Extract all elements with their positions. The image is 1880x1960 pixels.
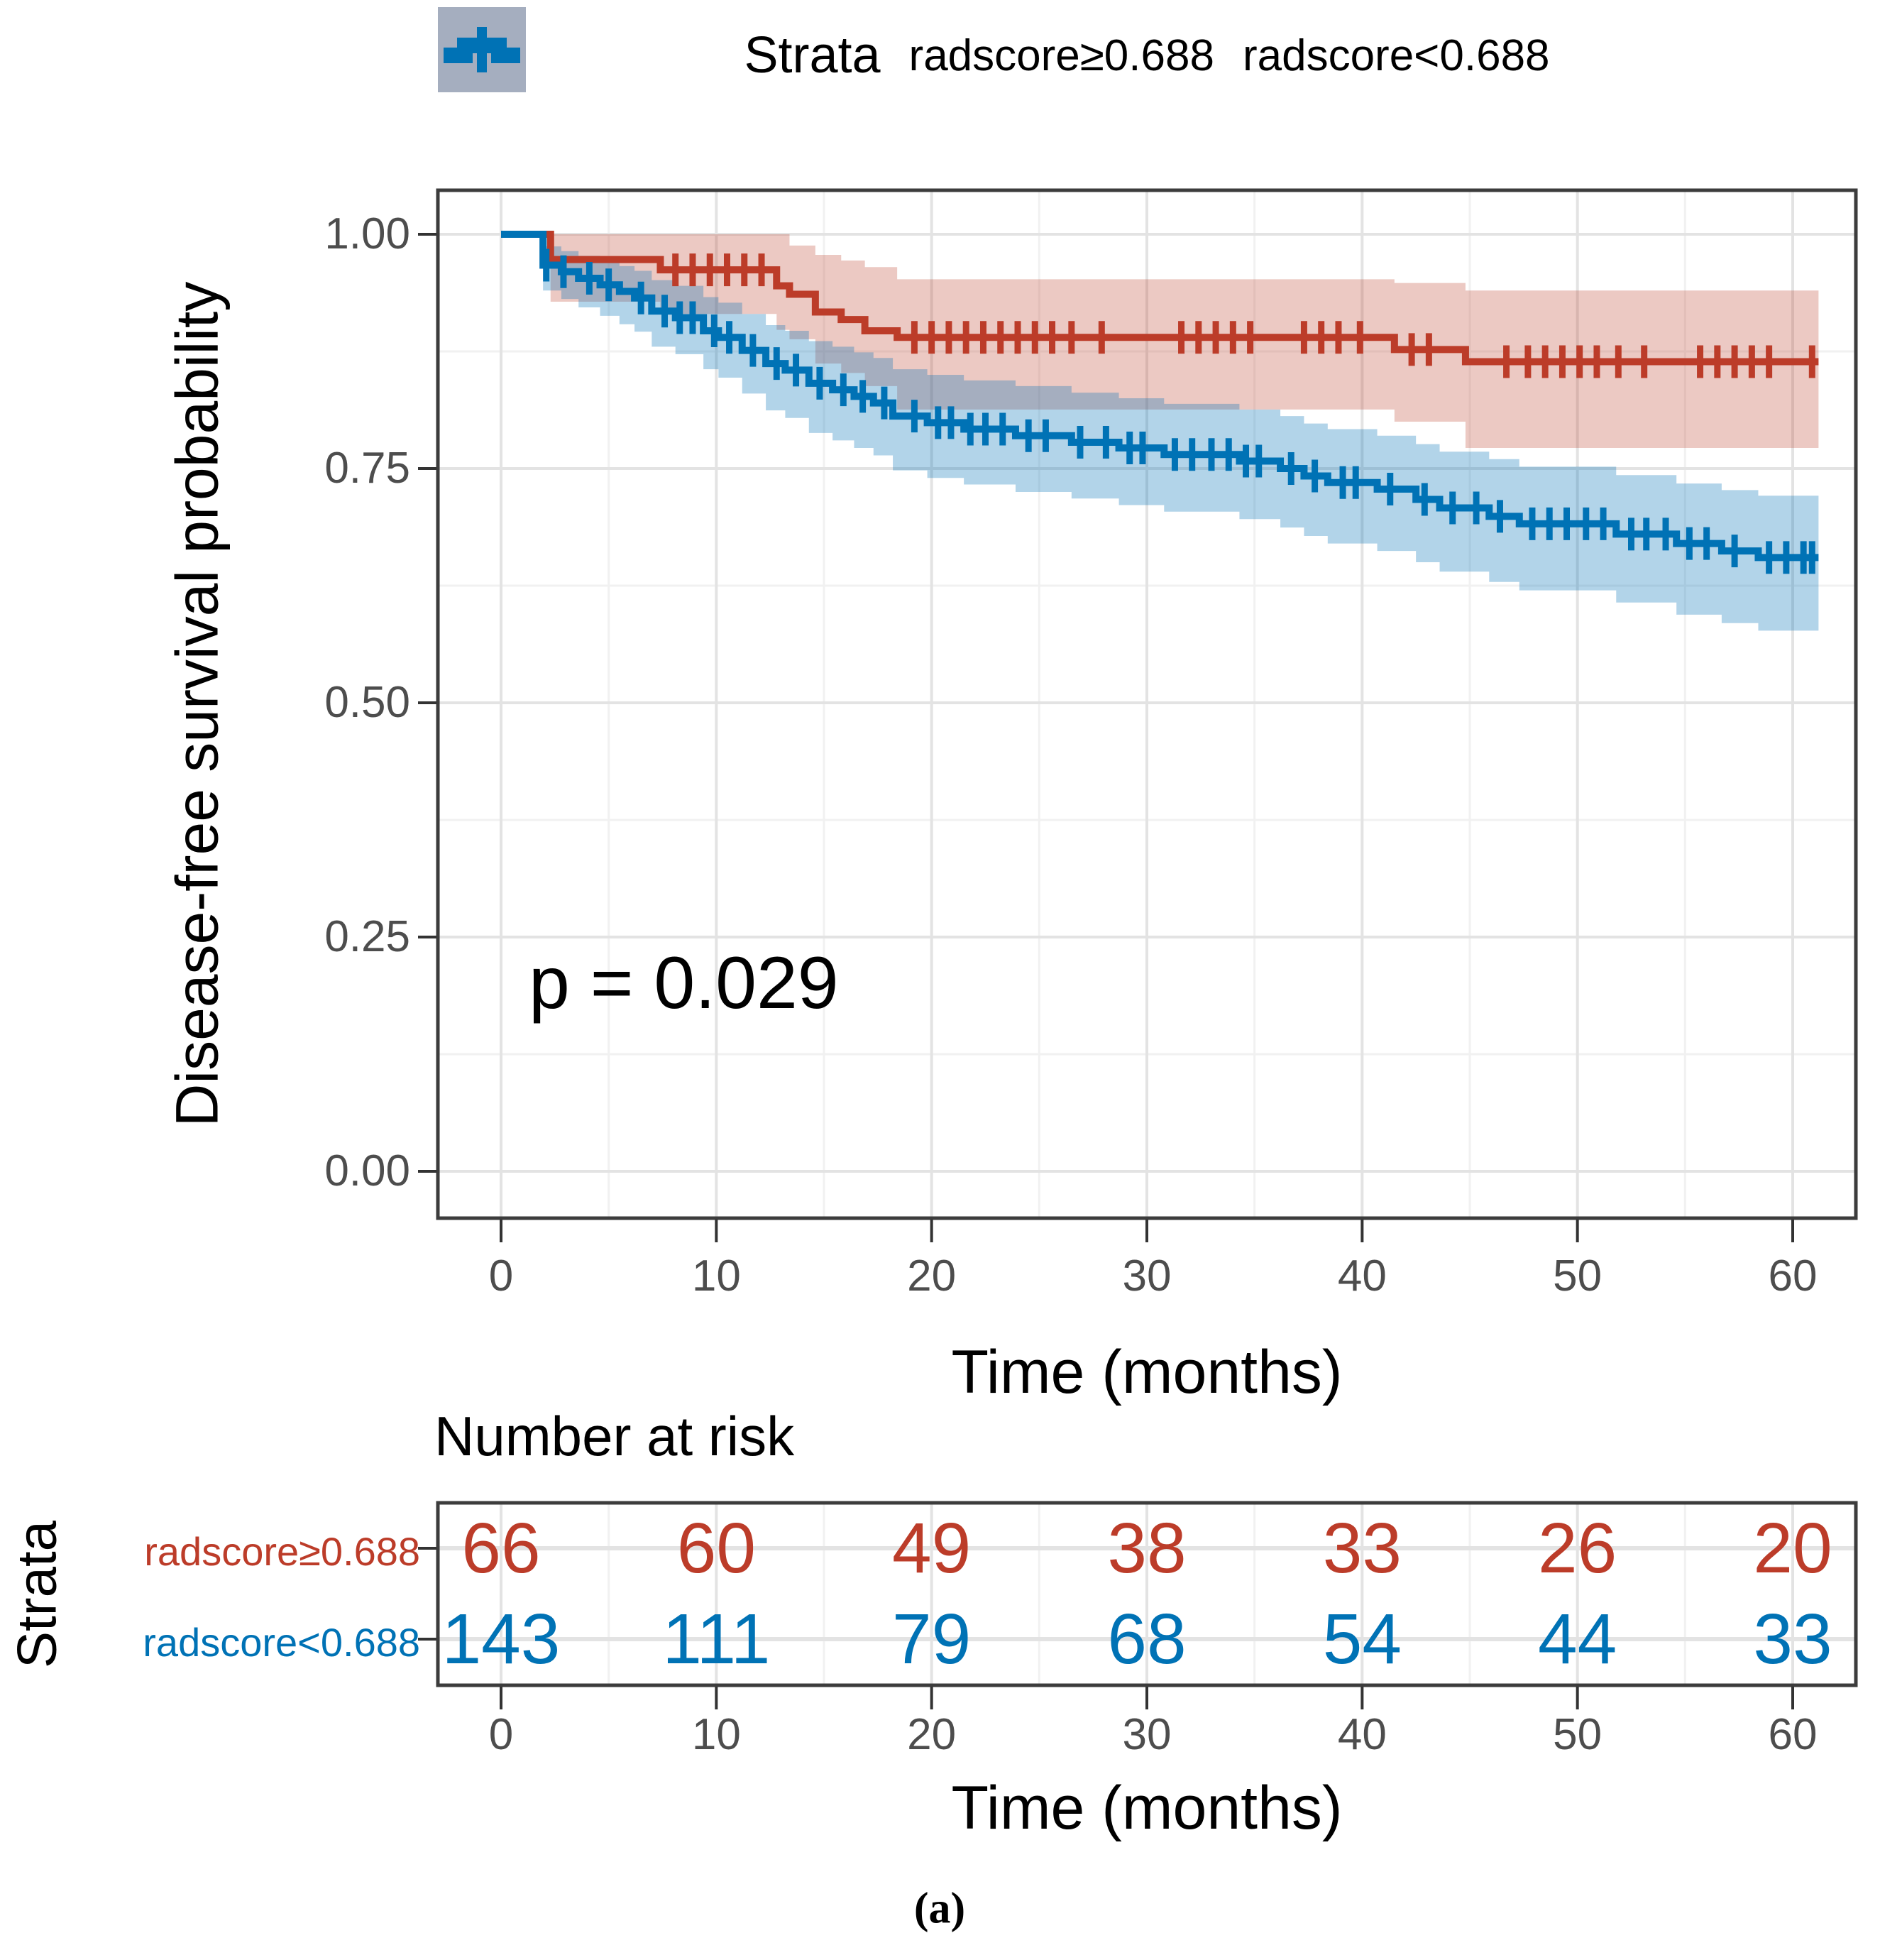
risk-x-tick-label: 30 [1122, 1710, 1172, 1759]
x-tick-label: 50 [1553, 1252, 1603, 1301]
y-tick-label: 0.75 [324, 444, 410, 493]
risk-count: 54 [1322, 1599, 1402, 1679]
risk-row-label-radscore-high: radscore≥0.688 [144, 1529, 420, 1574]
legend-item-radscore-high: radscore≥0.688 [438, 7, 1214, 92]
y-axis-title: Disease-free survival probability [163, 281, 231, 1127]
risk-count: 68 [1107, 1599, 1187, 1679]
y-tick-label: 0.00 [324, 1146, 410, 1195]
legend-label-radscore-low: radscore<0.688 [1242, 31, 1550, 80]
risk-count: 38 [1107, 1509, 1187, 1588]
y-tick-label: 0.50 [324, 678, 410, 727]
risk-x-tick-label: 50 [1553, 1710, 1603, 1759]
x-tick-label: 10 [691, 1252, 741, 1301]
risk-count: 79 [892, 1599, 972, 1679]
legend-title: Strata [744, 27, 881, 84]
risk-x-tick-label: 10 [691, 1710, 741, 1759]
x-tick-label: 30 [1122, 1252, 1172, 1301]
risk-count: 49 [892, 1509, 972, 1588]
risk-table-title: Number at risk [434, 1405, 795, 1467]
y-tick-label: 1.00 [324, 209, 410, 258]
x-axis-title: Time (months) [951, 1338, 1343, 1406]
risk-x-tick-label: 20 [907, 1710, 957, 1759]
risk-row-label-radscore-low: radscore<0.688 [143, 1620, 420, 1665]
risk-x-tick-label: 0 [488, 1710, 514, 1759]
x-tick-label: 60 [1768, 1252, 1818, 1301]
risk-count: 33 [1322, 1509, 1402, 1588]
x-tick-label: 0 [488, 1252, 514, 1301]
risk-table-x-axis-title: Time (months) [951, 1774, 1343, 1842]
km-curve-key-icon [438, 7, 526, 92]
legend: Strata radscore≥0.688 radscore<0.688 [438, 7, 1856, 104]
figure-caption: (a) [913, 1884, 966, 1933]
y-tick-label: 0.25 [324, 912, 410, 961]
risk-count: 33 [1753, 1599, 1832, 1679]
x-tick-label: 40 [1337, 1252, 1387, 1301]
risk-count: 44 [1538, 1599, 1617, 1679]
x-tick-label: 20 [907, 1252, 957, 1301]
confidence-ribbon [501, 234, 1819, 631]
km-step-curve [501, 231, 1819, 366]
p-value-annotation: p = 0.029 [529, 942, 839, 1024]
risk-x-tick-label: 60 [1768, 1710, 1818, 1759]
risk-count: 143 [441, 1599, 561, 1679]
confidence-ribbon [501, 234, 1819, 448]
risk-count: 66 [461, 1509, 541, 1588]
risk-count: 26 [1538, 1509, 1617, 1588]
risk-count: 60 [676, 1509, 756, 1588]
legend-label-radscore-high: radscore≥0.688 [908, 31, 1214, 80]
legend-item-radscore-low: radscore<0.688 [438, 7, 1550, 92]
risk-count: 111 [662, 1599, 771, 1679]
risk-x-tick-label: 40 [1337, 1710, 1387, 1759]
risk-count: 20 [1753, 1509, 1832, 1588]
